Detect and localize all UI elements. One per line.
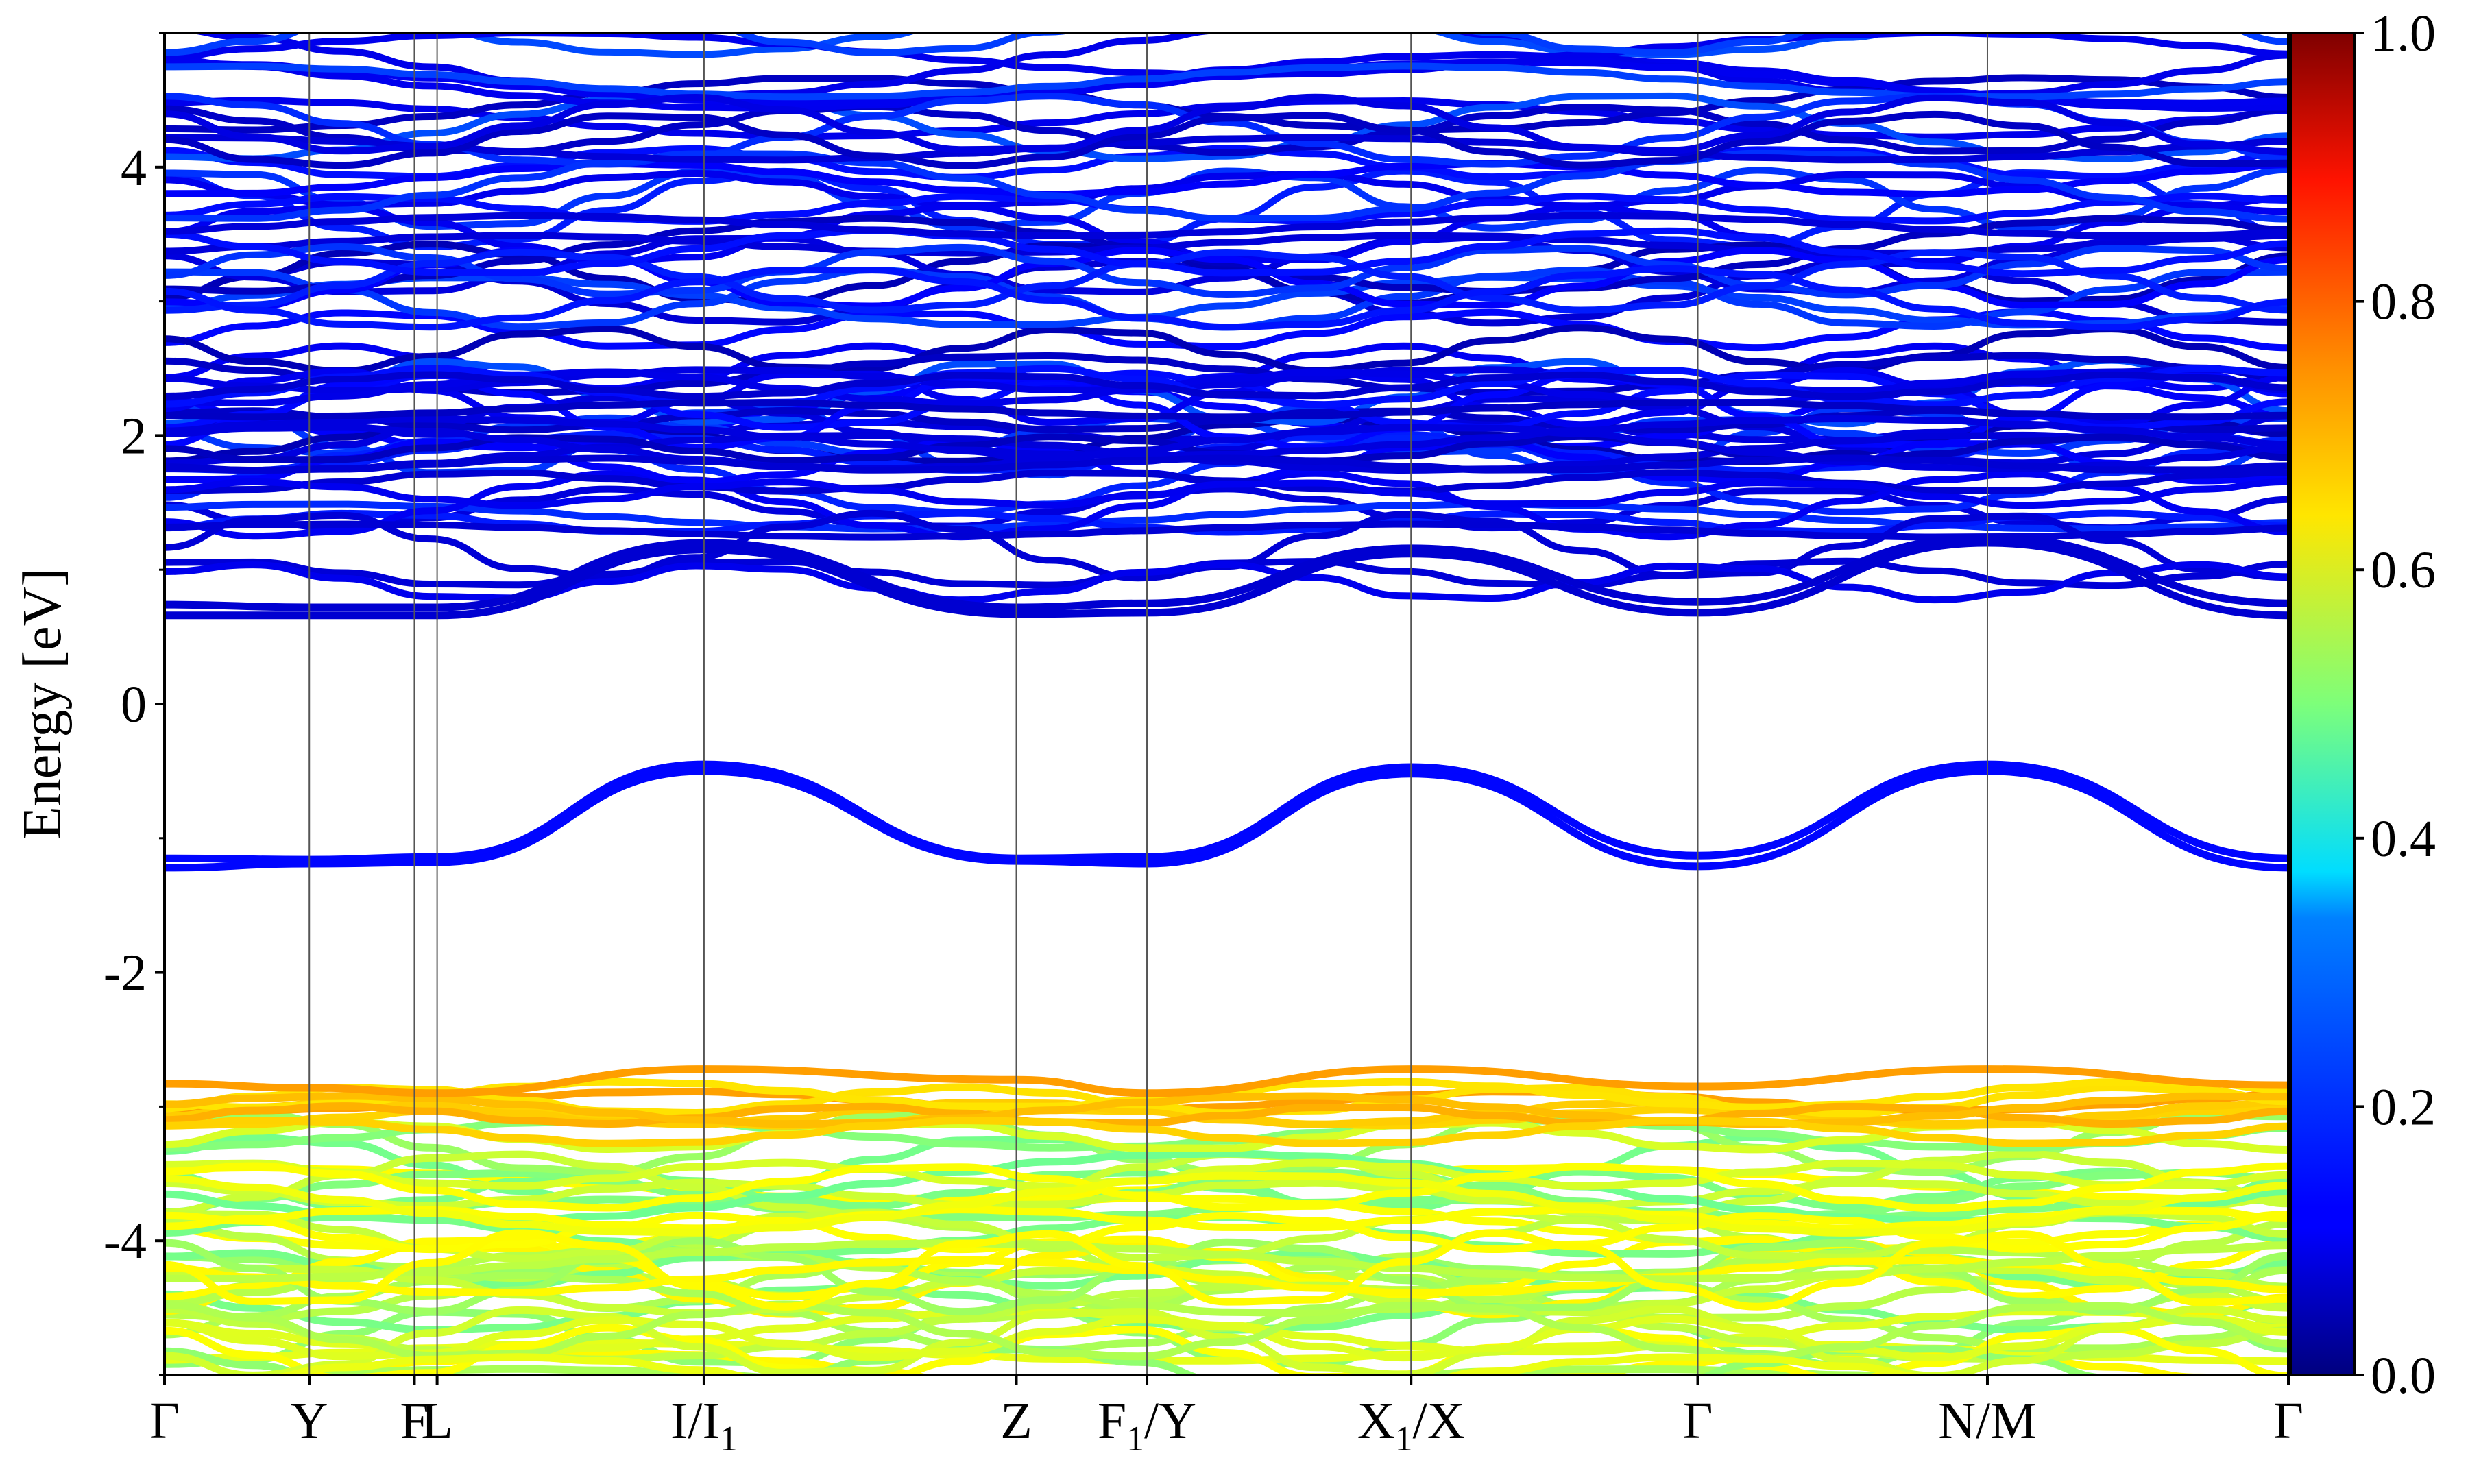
- band-line: [165, 454, 2288, 474]
- band-line: [165, 1092, 2288, 1128]
- band-line: [165, 485, 2288, 532]
- band-line: [165, 509, 2288, 536]
- y-tick-label: -4: [104, 1213, 147, 1270]
- band-line: [165, 1116, 2288, 1147]
- colorbar: [2290, 32, 2356, 1376]
- y-tick-label: -2: [104, 945, 147, 1002]
- x-tick-label: Γ: [1683, 1392, 1713, 1450]
- band-line: [165, 166, 2288, 232]
- band-line: [165, 169, 2288, 210]
- band-line: [165, 243, 2288, 299]
- band-line: [165, 33, 2288, 56]
- band-line: [267, 1353, 1955, 1375]
- band-line: [165, 248, 2288, 314]
- band-line: [165, 1239, 2288, 1283]
- colorbar-tick-label: 1.0: [2371, 5, 2436, 62]
- band-line: [165, 478, 2288, 509]
- band-line: [451, 33, 1894, 58]
- band-line: [165, 91, 2288, 163]
- band-line: [165, 1102, 2288, 1128]
- band-line: [165, 1098, 2288, 1128]
- band-lines-background: [165, 33, 2288, 1375]
- y-tick-label: 4: [121, 139, 147, 197]
- band-line: [165, 265, 2288, 331]
- band-line: [165, 1178, 2288, 1210]
- x-tick-label: F1/Y: [1098, 1392, 1196, 1459]
- band-line: [165, 1305, 2288, 1375]
- band-line: [165, 399, 2288, 421]
- band-line: [165, 212, 2288, 240]
- band-line: [165, 1256, 2288, 1297]
- band-line: [165, 1158, 2288, 1191]
- x-tick-label: Γ: [149, 1392, 180, 1450]
- x-axis-ticks: Γ Y FL I/I1 Z F1/Y X1/X Γ N/M Γ: [149, 1375, 2303, 1459]
- colorbar-tick-label: 0.0: [2371, 1347, 2436, 1404]
- y-axis-ticks: 4 2 0 -2 -4: [104, 32, 165, 1376]
- y-axis-label: Energy [eV]: [12, 568, 73, 840]
- band-line: [165, 415, 2288, 459]
- band-line: [165, 1345, 2123, 1375]
- band-line: [165, 1211, 2288, 1254]
- band-line: [165, 1315, 2288, 1362]
- series-in-gap-band-1: [165, 767, 2288, 872]
- x-tick-label: L: [421, 1392, 452, 1450]
- band-line: [165, 160, 2288, 198]
- x-tick-label: Y: [291, 1392, 328, 1450]
- x-tick-label: N/M: [1938, 1392, 2037, 1450]
- high-symmetry-lines: [308, 33, 1988, 1375]
- y-tick-label: 2: [121, 407, 147, 465]
- x-tick-label: I/I1: [670, 1392, 738, 1459]
- band-line: [165, 134, 2288, 164]
- x-tick-label: F: [400, 1392, 428, 1450]
- colorbar-ticks: 1.0 0.8 0.6 0.4 0.2 0.0: [2354, 5, 2436, 1404]
- colorbar-tick-label: 0.8: [2371, 273, 2436, 331]
- series-valence-band-max-4: [165, 1065, 2288, 1097]
- band-line: [165, 520, 2288, 541]
- band-line: [165, 1324, 2288, 1375]
- band-line: [165, 1162, 2288, 1213]
- band-line: [165, 149, 2288, 223]
- x-tick-label: Γ: [2273, 1392, 2303, 1450]
- band-line: [165, 227, 2288, 278]
- band-line: [165, 1171, 2288, 1237]
- series-in-gap-band-0: [165, 760, 2288, 864]
- band-line: [165, 424, 2288, 473]
- band-line: [165, 93, 2288, 155]
- colorbar-tick-label: 0.4: [2371, 810, 2436, 868]
- colorbar-tick-label: 0.2: [2371, 1078, 2436, 1136]
- y-tick-label: 0: [121, 676, 147, 733]
- band-line: [165, 1229, 2288, 1311]
- highlighted-bands: [165, 533, 2288, 1097]
- colorbar-tick-label: 0.6: [2371, 542, 2436, 599]
- band-line: [165, 371, 2288, 400]
- band-line: [212, 1365, 1911, 1375]
- x-tick-label: X1/X: [1357, 1392, 1465, 1459]
- x-tick-label: Z: [1000, 1392, 1032, 1450]
- band-line: [165, 110, 2288, 169]
- band-line: [165, 1206, 2288, 1232]
- band-line: [165, 469, 2288, 495]
